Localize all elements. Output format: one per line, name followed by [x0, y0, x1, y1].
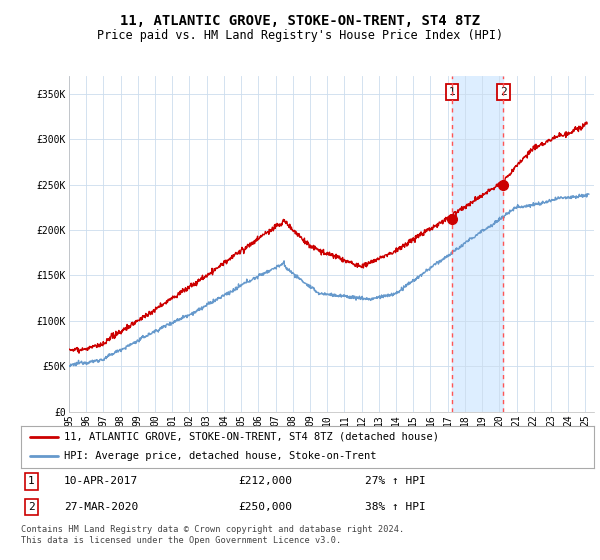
Text: 1: 1	[28, 477, 35, 487]
Text: 11, ATLANTIC GROVE, STOKE-ON-TRENT, ST4 8TZ: 11, ATLANTIC GROVE, STOKE-ON-TRENT, ST4 …	[120, 14, 480, 28]
Text: 27-MAR-2020: 27-MAR-2020	[64, 502, 138, 512]
Text: Price paid vs. HM Land Registry's House Price Index (HPI): Price paid vs. HM Land Registry's House …	[97, 29, 503, 42]
Text: Contains HM Land Registry data © Crown copyright and database right 2024.
This d: Contains HM Land Registry data © Crown c…	[21, 525, 404, 545]
Text: 27% ↑ HPI: 27% ↑ HPI	[365, 477, 425, 487]
Text: 38% ↑ HPI: 38% ↑ HPI	[365, 502, 425, 512]
Text: 2: 2	[28, 502, 35, 512]
Text: £212,000: £212,000	[239, 477, 293, 487]
Bar	[452, 76, 503, 412]
Text: 1: 1	[449, 87, 456, 97]
Text: 2: 2	[500, 87, 507, 97]
Text: 11, ATLANTIC GROVE, STOKE-ON-TRENT, ST4 8TZ (detached house): 11, ATLANTIC GROVE, STOKE-ON-TRENT, ST4 …	[64, 432, 439, 442]
Text: 10-APR-2017: 10-APR-2017	[64, 477, 138, 487]
Text: £250,000: £250,000	[239, 502, 293, 512]
Text: HPI: Average price, detached house, Stoke-on-Trent: HPI: Average price, detached house, Stok…	[64, 451, 376, 461]
